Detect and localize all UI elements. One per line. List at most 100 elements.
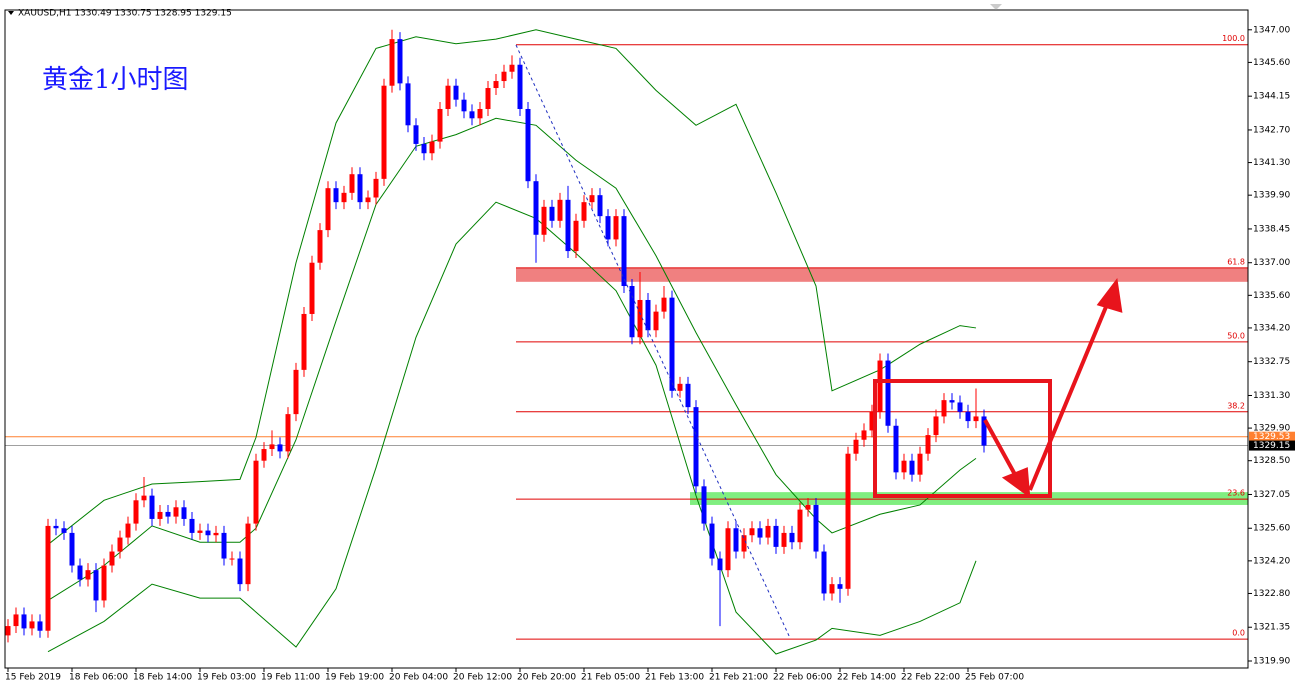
candle-body	[597, 195, 603, 217]
y-tick-label: 1339.90	[1253, 191, 1290, 201]
candle-body	[285, 414, 291, 452]
candle-body	[733, 528, 739, 552]
candle-body	[949, 400, 955, 403]
candle-body	[93, 570, 99, 601]
candle-body	[13, 614, 19, 627]
candle-body	[773, 525, 779, 547]
candle-body	[621, 216, 627, 287]
candle-body	[61, 528, 67, 533]
candle-body	[85, 570, 91, 580]
candle-body	[413, 125, 419, 144]
y-tick-label: 1345.60	[1253, 58, 1290, 68]
candle-body	[349, 174, 355, 193]
y-tick-label: 1327.05	[1253, 490, 1290, 500]
candle-body	[677, 383, 683, 391]
x-tick-label: 22 Feb 06:00	[773, 673, 832, 683]
y-tick-label: 1322.80	[1253, 589, 1290, 599]
candle-body	[901, 460, 907, 473]
x-tick-label: 22 Feb 14:00	[837, 673, 896, 683]
chart-title: 黄金1小时图	[42, 65, 189, 95]
candle-body	[517, 64, 523, 109]
candle-body	[493, 81, 499, 89]
x-tick-label: 15 Feb 2019	[5, 673, 61, 683]
candle-body	[253, 460, 259, 524]
candle-body	[21, 614, 27, 629]
bollinger-band	[47, 29, 977, 545]
header: XAUUSD,H1 1330.49 1330.75 1328.95 1329.1…	[18, 9, 232, 19]
scroll-marker	[990, 4, 1002, 10]
candle-body	[661, 297, 667, 312]
candle-body	[53, 525, 59, 529]
candle-body	[501, 71, 507, 82]
candle-body	[437, 108, 443, 142]
x-tick-label: 19 Feb 11:00	[261, 673, 320, 683]
candle-body	[797, 509, 803, 543]
fib-label: 61.8	[1227, 257, 1245, 266]
candle-body	[381, 85, 387, 179]
candle-body	[877, 360, 883, 412]
candle-body	[261, 449, 267, 461]
candle-body	[957, 402, 963, 412]
zones	[516, 267, 1248, 505]
candle-body	[965, 411, 971, 422]
candle-body	[725, 528, 731, 571]
fib-label: 23.6	[1227, 489, 1245, 498]
y-tick-label: 1324.20	[1253, 556, 1290, 566]
candle-body	[365, 197, 371, 203]
candle-body	[821, 551, 827, 594]
candle-body	[461, 99, 467, 112]
candle-body	[173, 507, 179, 517]
candle-body	[781, 532, 787, 547]
candle-body	[109, 551, 115, 566]
candle-body	[101, 565, 107, 601]
y-tick-label: 1325.60	[1253, 524, 1290, 534]
y-tick-label: 1335.60	[1253, 291, 1290, 301]
x-tick-label: 18 Feb 06:00	[69, 673, 128, 683]
price-tag-label: 1329.15	[1253, 441, 1290, 451]
trend-line	[515, 44, 791, 639]
zone	[690, 492, 1248, 505]
candle-body	[605, 216, 611, 240]
fib-label: 100.0	[1222, 34, 1245, 43]
candle-body	[589, 195, 595, 203]
candle-body	[717, 558, 723, 571]
x-tick-label: 21 Feb 05:00	[581, 673, 640, 683]
y-tick-label: 1342.70	[1253, 125, 1290, 135]
candle-body	[69, 532, 75, 566]
candle-body	[917, 453, 923, 475]
arrows	[983, 278, 1123, 499]
candle-body	[669, 297, 675, 391]
candle-body	[269, 444, 275, 450]
x-tick-label: 19 Feb 03:00	[197, 673, 256, 683]
price-tag-label: 1329.53	[1253, 432, 1290, 442]
candle-body	[549, 206, 555, 221]
candle-body	[709, 523, 715, 559]
candle-body	[373, 178, 379, 198]
arrow-down	[983, 419, 1020, 481]
y-tick-label: 1341.30	[1253, 158, 1290, 168]
menu-triangle	[8, 11, 14, 15]
candle-body	[741, 535, 747, 552]
candle-body	[429, 141, 435, 154]
candle-body	[645, 299, 651, 331]
candle-body	[629, 286, 635, 338]
candle-body	[885, 360, 891, 426]
candle-body	[973, 416, 979, 422]
candle-body	[469, 111, 475, 119]
candle-body	[405, 83, 411, 126]
y-tick-label: 1334.20	[1253, 323, 1290, 333]
candle-body	[245, 523, 251, 585]
candle-body	[485, 88, 491, 109]
arrow-up	[1028, 301, 1110, 491]
candle-body	[213, 532, 219, 536]
zone	[516, 267, 1248, 282]
candle-body	[581, 202, 587, 221]
candle-body	[117, 537, 123, 552]
plot-frame	[4, 9, 1249, 669]
candle-body	[861, 430, 867, 440]
candle-body	[301, 313, 307, 370]
candle-body	[565, 199, 571, 252]
candle-body	[309, 262, 315, 314]
y-tick-label: 1319.90	[1253, 657, 1290, 667]
